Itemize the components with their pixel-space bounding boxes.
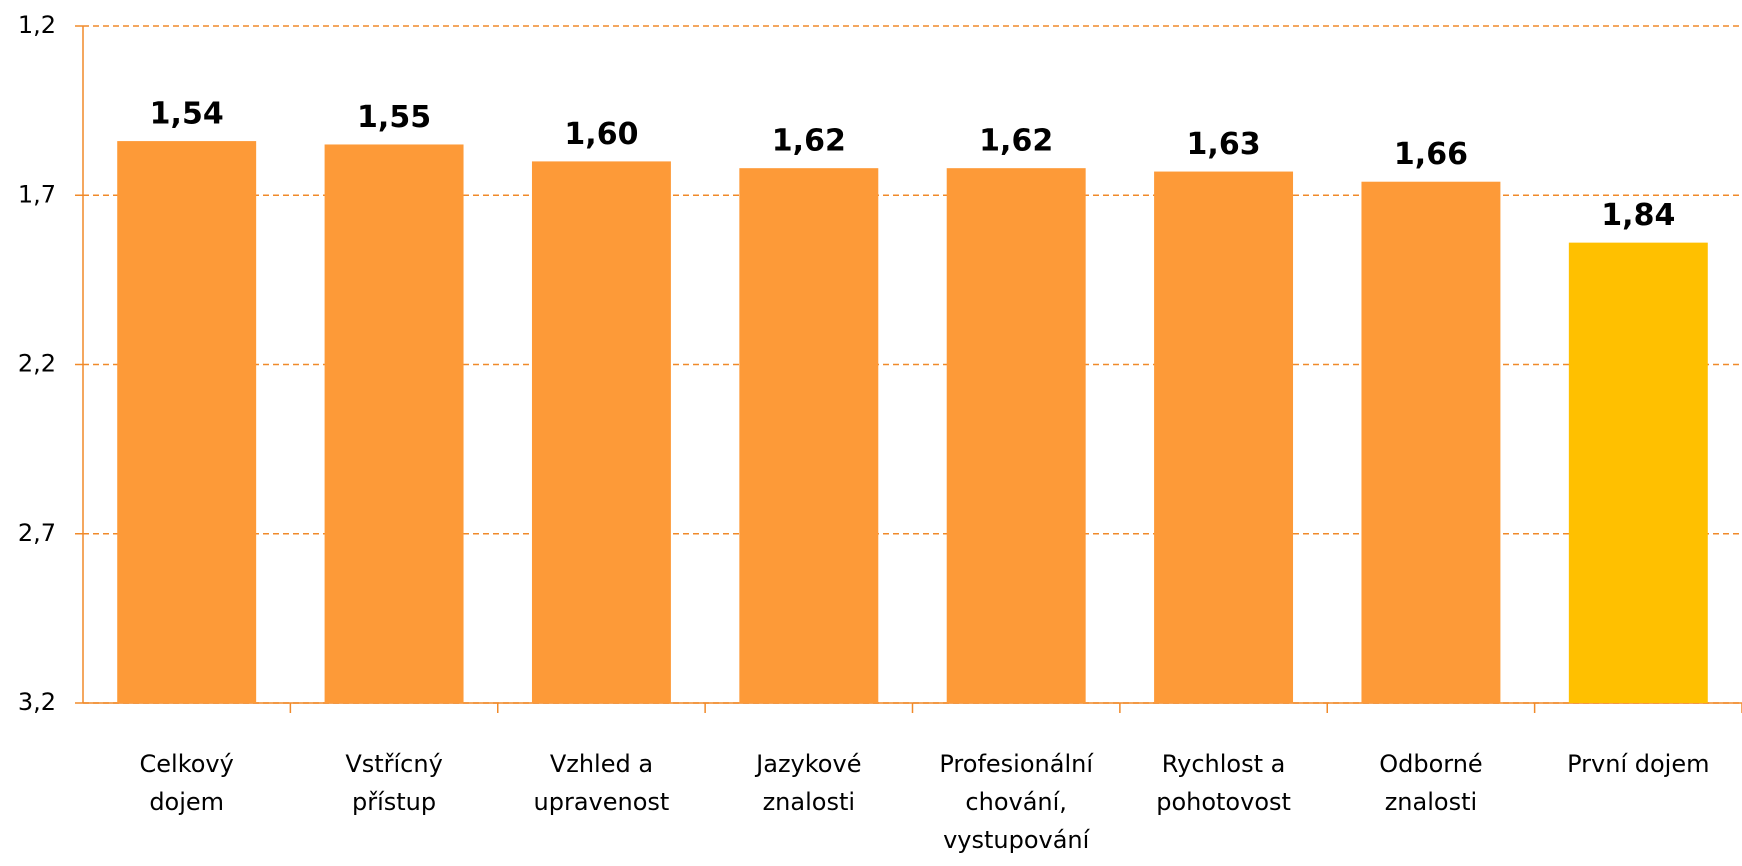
x-tick-label-line: chování, [965, 788, 1067, 816]
x-tick-label: Vstřícný přístup [345, 750, 442, 816]
bar [117, 141, 257, 704]
bar [1361, 181, 1501, 703]
x-tick-label: Odborné znalosti [1379, 750, 1482, 816]
x-tick-label-line: Profesionální [939, 750, 1094, 778]
x-tick-label: Profesionální chování, vystupování [939, 750, 1094, 854]
x-tick-label-line: přístup [352, 788, 436, 816]
value-label: 1,55 [357, 100, 431, 135]
bar [946, 168, 1086, 704]
value-label: 1,62 [772, 124, 846, 159]
x-tick-label-line: Celkový [140, 750, 234, 778]
x-tick-label: První dojem [1567, 750, 1709, 778]
x-tick-label-line: Vzhled a [550, 750, 653, 778]
value-label: 1,63 [1187, 127, 1261, 162]
x-tick-label-line: dojem [149, 788, 224, 816]
y-tick-label: 3,2 [18, 688, 56, 716]
x-tick-label-line: Vstřícný [345, 750, 442, 778]
y-tick-label: 1,7 [18, 180, 56, 208]
y-tick-label: 2,2 [18, 350, 56, 378]
x-tick-label: Celkový dojem [140, 750, 234, 816]
bar [531, 161, 671, 703]
x-tick-label-line: vystupování [943, 826, 1091, 854]
x-tick-label-line: První dojem [1567, 750, 1709, 778]
value-label: 1,62 [979, 124, 1053, 159]
value-label: 1,84 [1601, 198, 1675, 233]
value-label: 1,54 [150, 97, 224, 132]
x-tick-label: Vzhled a upravenost [534, 750, 670, 816]
bar [324, 144, 464, 704]
bar [739, 168, 879, 704]
value-label: 1,66 [1394, 137, 1468, 172]
x-tick-label-line: pohotovost [1156, 788, 1291, 816]
x-tick-label-line: znalosti [1385, 788, 1477, 816]
x-tick-label: Rychlost a pohotovost [1156, 750, 1291, 816]
y-tick-label: 2,7 [18, 519, 56, 547]
x-tick-label-line: Jazykové [754, 750, 861, 778]
x-tick-label: Jazykové znalosti [754, 750, 861, 816]
bar [1154, 171, 1294, 703]
y-tick-label: 1,2 [18, 11, 56, 39]
x-tick-label-line: Rychlost a [1162, 750, 1286, 778]
x-tick-label-line: Odborné [1379, 750, 1482, 778]
value-label: 1,60 [564, 117, 638, 152]
x-tick-label-line: znalosti [763, 788, 855, 816]
x-tick-label-line: upravenost [534, 788, 670, 816]
bar [1568, 242, 1708, 703]
